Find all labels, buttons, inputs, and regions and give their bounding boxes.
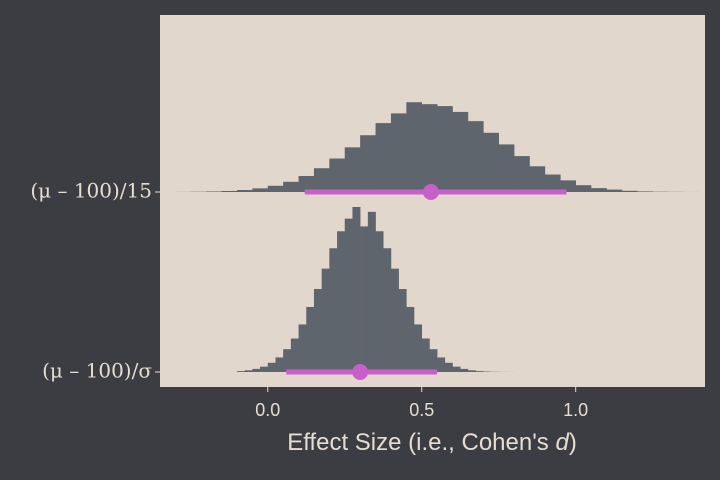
histogram-bar [421, 104, 438, 192]
histogram-bar [375, 123, 392, 192]
histogram-bar [529, 166, 546, 192]
histogram-bar [344, 218, 353, 372]
histogram-bar [421, 338, 430, 372]
histogram-bar [475, 371, 484, 372]
histogram-bar [406, 306, 415, 372]
histogram-bar [360, 226, 369, 372]
histogram-bar [621, 190, 638, 192]
histogram-bar [321, 268, 330, 372]
histogram-bar [367, 211, 376, 372]
histogram-bar [483, 132, 500, 192]
histogram-bar [575, 185, 592, 192]
x-axis-title-italic: d [555, 429, 569, 456]
histogram-bar [244, 370, 253, 372]
histogram-bar [406, 102, 423, 192]
histogram-bar [298, 324, 307, 372]
histogram-bar [252, 188, 269, 192]
histogram-bar [444, 362, 453, 372]
histogram-bar [544, 174, 561, 192]
histogram-bar [329, 248, 338, 372]
x-axis-title-end: ) [569, 429, 577, 456]
histogram-bar [275, 357, 284, 372]
histogram-bar [429, 349, 438, 372]
histogram-bar [637, 191, 653, 192]
histogram-bar [313, 289, 322, 372]
histogram-bar [452, 111, 469, 192]
histogram-bar [267, 362, 276, 372]
histogram-bar [390, 268, 399, 372]
x-axis-title-text: Effect Size (i.e., Cohen's [287, 429, 555, 456]
histogram-bar [398, 289, 407, 372]
histogram-bar [236, 371, 245, 372]
histogram-bar [560, 180, 576, 192]
point [352, 364, 369, 380]
histogram-bar [591, 188, 607, 192]
histogram-bar [260, 366, 269, 372]
histogram-bar [290, 338, 299, 372]
histogram-bar [383, 248, 392, 372]
histogram-bar [360, 135, 376, 192]
histogram-bar [298, 175, 315, 192]
histogram-bar [452, 366, 461, 372]
histogram-bar [267, 185, 284, 192]
histogram-bar [498, 144, 515, 192]
histogram-bar [390, 113, 407, 192]
histogram-bar [283, 349, 292, 372]
histogram-bar [337, 231, 346, 372]
histogram-bar [606, 189, 623, 192]
histogram-bar [329, 158, 346, 192]
histogram-bar [514, 156, 530, 192]
histogram-bar [437, 357, 446, 372]
panel [160, 15, 705, 387]
histogram-bar [414, 324, 423, 372]
x-tick-label: 0.0 [255, 400, 280, 420]
histogram-bar [467, 121, 484, 192]
y-tick-label: (μ – 100)/σ [42, 359, 152, 383]
histogram-bar [344, 147, 361, 192]
histogram-bar [236, 190, 253, 192]
histogram-bar [283, 181, 299, 192]
x-tick-label: 0.5 [409, 400, 434, 420]
histogram-bar [460, 368, 469, 372]
histogram-bar [252, 368, 261, 372]
histogram-bar [437, 106, 453, 192]
point [422, 184, 439, 200]
x-axis-title: Effect Size (i.e., Cohen's d) [287, 429, 577, 456]
histogram-bar [352, 207, 361, 372]
histogram-bar [221, 190, 238, 192]
histogram-bar [306, 306, 315, 372]
histogram-bar [206, 191, 222, 192]
histogram-bar [313, 168, 330, 192]
y-tick-label: (μ – 100)/15 [30, 179, 152, 203]
x-tick-label: 1.0 [563, 400, 588, 420]
histogram-bar [467, 370, 476, 372]
histogram-bar [375, 231, 384, 372]
